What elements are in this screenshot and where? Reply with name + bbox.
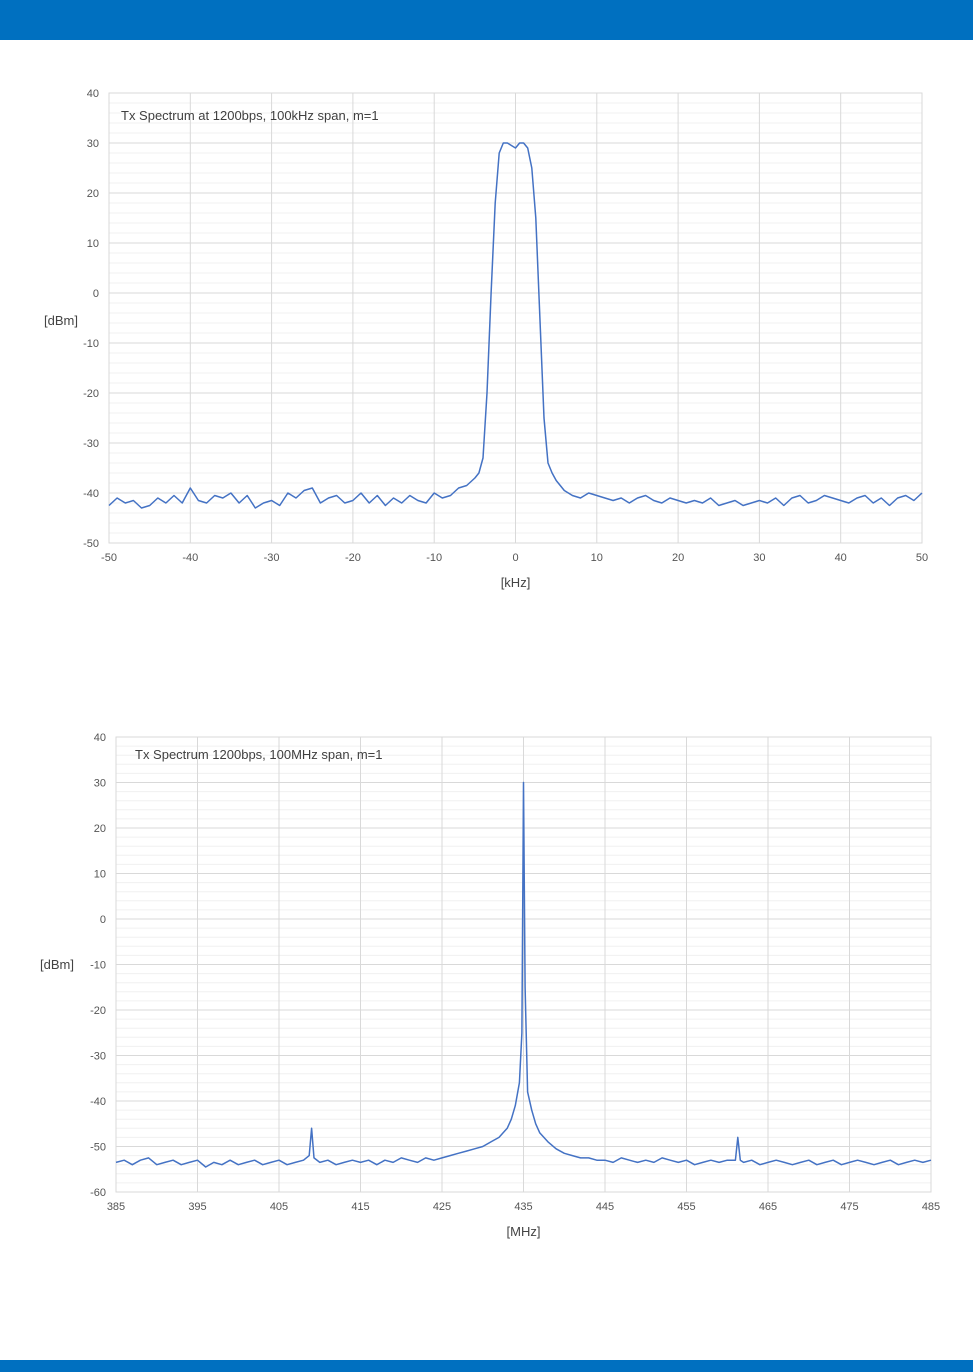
x-tick-label: -10 — [426, 552, 442, 564]
x-tick-label: 10 — [591, 552, 603, 564]
y-tick-label: 40 — [94, 732, 106, 744]
x-tick-label: 425 — [433, 1201, 451, 1213]
x-tick-label: 475 — [840, 1201, 858, 1213]
x-tick-label: 0 — [512, 552, 518, 564]
y-tick-label: -10 — [83, 338, 99, 350]
x-tick-label: 395 — [188, 1201, 206, 1213]
x-tick-label: 465 — [759, 1201, 777, 1213]
x-tick-label: 30 — [753, 552, 765, 564]
y-tick-label: -30 — [83, 438, 99, 450]
x-tick-label: 415 — [351, 1201, 369, 1213]
y-tick-label: 10 — [94, 869, 106, 881]
y-tick-label: 30 — [87, 138, 99, 150]
chart-title: Tx Spectrum 1200bps, 100MHz span, m=1 — [135, 747, 382, 762]
y-tick-label: 40 — [87, 88, 99, 100]
x-tick-label: 405 — [270, 1201, 288, 1213]
y-tick-label: -60 — [90, 1187, 106, 1199]
x-tick-label: 50 — [916, 552, 928, 564]
y-tick-label: -20 — [83, 388, 99, 400]
x-tick-label: 20 — [672, 552, 684, 564]
x-axis-label: [MHz] — [507, 1224, 541, 1239]
x-tick-label: 445 — [596, 1201, 614, 1213]
x-tick-label: 435 — [514, 1201, 532, 1213]
y-tick-label: -50 — [83, 538, 99, 550]
y-tick-label: 30 — [94, 778, 106, 790]
y-tick-label: 20 — [94, 823, 106, 835]
y-tick-label: -30 — [90, 1051, 106, 1063]
chart-khz-span: 40 30 20 10 0 -10 -20 -30 -40 -50-50 -40 -30 -20 -10 0… — [0, 70, 973, 600]
y-tick-label: -40 — [83, 488, 99, 500]
x-tick-label: 485 — [922, 1201, 940, 1213]
footer-bar — [0, 1360, 973, 1372]
x-tick-label: 40 — [835, 552, 847, 564]
y-tick-label: -10 — [90, 960, 106, 972]
x-tick-label: -40 — [182, 552, 198, 564]
header-bar — [0, 0, 973, 40]
y-axis-label: [dBm] — [40, 957, 74, 972]
x-tick-label: -50 — [101, 552, 117, 564]
y-axis-label: [dBm] — [44, 313, 78, 328]
x-axis-label: [kHz] — [501, 575, 531, 590]
y-tick-label: -40 — [90, 1096, 106, 1108]
x-tick-label: 455 — [677, 1201, 695, 1213]
x-tick-label: -20 — [345, 552, 361, 564]
y-tick-label: 0 — [100, 914, 106, 926]
y-tick-label: 10 — [87, 238, 99, 250]
chart-title: Tx Spectrum at 1200bps, 100kHz span, m=1 — [121, 108, 379, 123]
y-tick-label: 20 — [87, 188, 99, 200]
y-tick-label: -20 — [90, 1005, 106, 1017]
x-tick-label: -30 — [264, 552, 280, 564]
x-tick-label: 385 — [107, 1201, 125, 1213]
y-tick-label: -50 — [90, 1142, 106, 1154]
y-tick-label: 0 — [93, 288, 99, 300]
